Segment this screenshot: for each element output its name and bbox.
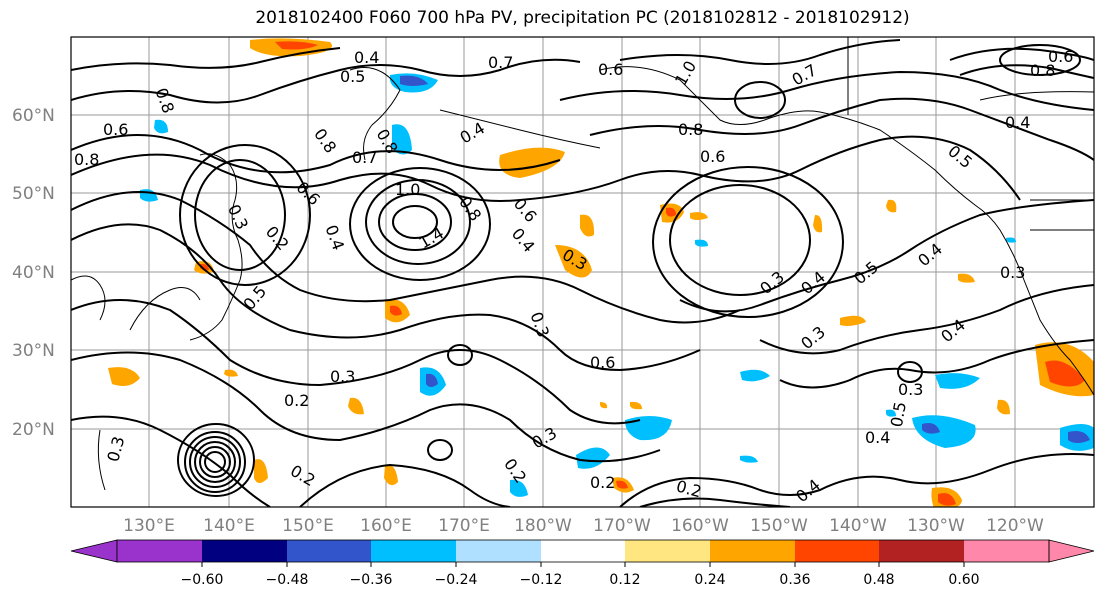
colorbar-segment [541,540,625,562]
lon-label: 140°E [203,516,255,536]
lon-label: 160°E [360,516,412,536]
page-title: 2018102400 F060 700 hPa PV, precipitatio… [255,8,910,28]
colorbar-segment [964,540,1049,562]
contour-label: 0.6 [590,353,615,372]
colorbar-segment [371,540,456,562]
lon-label: 170°E [438,516,490,536]
contour-label: 0.4 [1005,113,1030,132]
colorbar-tick-label: 0.24 [694,572,725,588]
colorbar-labels: −0.60 −0.48 −0.36 −0.24 −0.12 0.12 0.24 … [181,572,980,588]
contour-label: 0.3 [1000,263,1025,282]
lat-label: 50°N [12,184,55,204]
precip-negative-shading [140,73,1094,497]
contour-label: 0.5 [887,400,910,428]
latitude-labels: 60°N 50°N 40°N 30°N 20°N [12,106,55,440]
lat-label: 40°N [12,263,55,283]
colorbar-tick-label: −0.60 [181,572,224,588]
colorbar-tick-label: −0.36 [350,572,393,588]
contour-label: 0.8 [678,120,703,139]
lon-label: 150°W [750,516,808,536]
colorbar-segment [795,540,879,562]
colorbar-tick-label: 0.60 [948,572,979,588]
colorbar-segment [202,540,287,562]
contour-label: 0.4 [354,48,379,67]
lat-label: 20°N [12,420,55,440]
contour-label: 0.2 [590,473,615,492]
lon-label: 180°W [514,516,572,536]
contour-label: 0.6 [1048,47,1073,66]
contour-label: 0.8 [74,150,99,169]
colorbar-tick-label: −0.48 [266,572,309,588]
coastlines [71,37,1094,491]
lon-label: 140°W [829,516,887,536]
contour-label: 0.4 [865,428,890,447]
colorbar-segment [625,540,710,562]
colorbar-segment [287,540,371,562]
lon-label: 150°E [282,516,334,536]
contour-label: 0.3 [898,380,923,399]
colorbar-extend-max [1048,539,1095,563]
map-content [71,37,1094,507]
contour-label: 0.3 [330,367,355,386]
colorbar-frame [116,539,1050,563]
lon-label: 170°W [593,516,651,536]
lon-label: 130°E [123,516,175,536]
contour-label: 0.6 [700,147,725,166]
colorbar-segment [117,540,202,562]
colorbar [70,539,1095,567]
pv-contours [71,39,1094,507]
longitude-labels: 130°E 140°E 150°E 160°E 170°E 180°W 170°… [123,516,1044,536]
colorbar-tick-label: −0.24 [435,572,478,588]
lon-label: 130°W [907,516,965,536]
colorbar-tick-label: 0.36 [779,572,810,588]
colorbar-extend-min [70,539,118,563]
colorbar-tick-label: −0.12 [520,572,563,588]
colorbar-tick-label: 0.48 [863,572,894,588]
lat-label: 60°N [12,106,55,126]
contour-label: 0.7 [352,148,377,167]
contour-label: 0.6 [598,60,623,79]
colorbar-tick-label: 0.12 [609,572,640,588]
contour-label: 0.6 [103,120,128,139]
colorbar-segment [879,540,964,562]
contour-label: 0.5 [340,67,365,86]
contour-label: 0.8 [1030,61,1055,80]
lat-label: 30°N [12,341,55,361]
colorbar-segment [710,540,795,562]
map-frame [70,36,1095,508]
contour-label: 0.7 [488,53,513,72]
contour-label: 1.0 [395,180,420,199]
lon-label: 160°W [671,516,729,536]
contour-label: 0.2 [284,391,309,410]
lon-label: 120°W [986,516,1044,536]
colorbar-segment [456,540,541,562]
